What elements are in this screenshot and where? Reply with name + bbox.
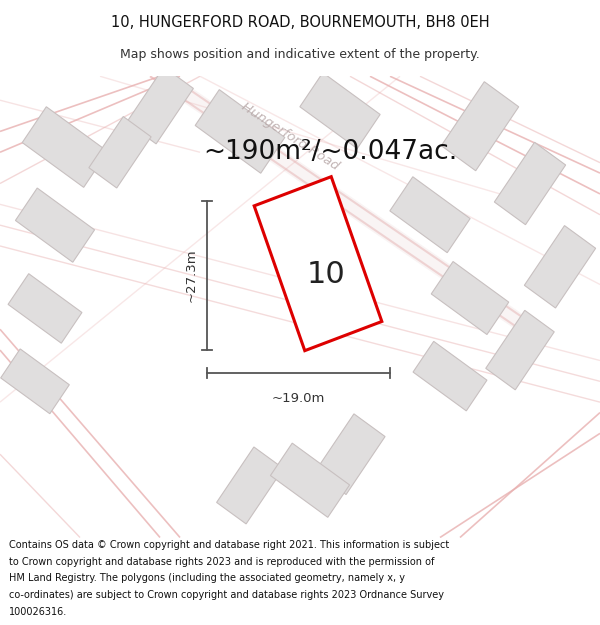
Text: co-ordinates) are subject to Crown copyright and database rights 2023 Ordnance S: co-ordinates) are subject to Crown copyr…: [9, 590, 444, 600]
Text: Contains OS data © Crown copyright and database right 2021. This information is : Contains OS data © Crown copyright and d…: [9, 540, 449, 550]
Polygon shape: [89, 116, 151, 188]
Polygon shape: [8, 274, 82, 343]
Polygon shape: [486, 311, 554, 390]
Polygon shape: [16, 188, 95, 262]
Text: HM Land Registry. The polygons (including the associated geometry, namely x, y: HM Land Registry. The polygons (includin…: [9, 574, 405, 584]
Text: Hungerford Road: Hungerford Road: [239, 100, 341, 173]
Polygon shape: [195, 89, 285, 173]
Text: ~27.3m: ~27.3m: [185, 249, 197, 302]
Text: Map shows position and indicative extent of the property.: Map shows position and indicative extent…: [120, 48, 480, 61]
Polygon shape: [127, 67, 193, 144]
Polygon shape: [22, 107, 108, 188]
Polygon shape: [390, 177, 470, 252]
Polygon shape: [524, 226, 596, 308]
Text: ~19.0m: ~19.0m: [272, 392, 325, 405]
Text: to Crown copyright and database rights 2023 and is reproduced with the permissio: to Crown copyright and database rights 2…: [9, 557, 434, 567]
Polygon shape: [300, 72, 380, 149]
Polygon shape: [217, 447, 283, 524]
Text: ~190m²/~0.047ac.: ~190m²/~0.047ac.: [203, 139, 457, 165]
Text: 10, HUNGERFORD ROAD, BOURNEMOUTH, BH8 0EH: 10, HUNGERFORD ROAD, BOURNEMOUTH, BH8 0E…: [110, 16, 490, 31]
Text: 100026316.: 100026316.: [9, 607, 67, 617]
Polygon shape: [413, 341, 487, 411]
Polygon shape: [254, 177, 382, 351]
Polygon shape: [271, 443, 350, 518]
Text: 10: 10: [307, 259, 346, 289]
Polygon shape: [315, 414, 385, 494]
Polygon shape: [494, 142, 566, 225]
Polygon shape: [1, 349, 70, 414]
Polygon shape: [431, 261, 509, 334]
Polygon shape: [441, 82, 519, 171]
